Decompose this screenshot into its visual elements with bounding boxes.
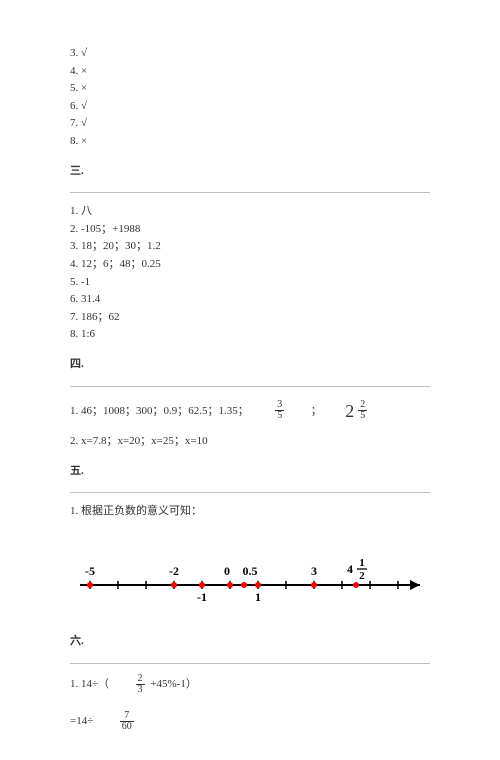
- mixed-number: 2 2 5: [345, 397, 370, 426]
- text: 1. 14÷（: [70, 678, 109, 690]
- tf-item: 4. ×: [70, 63, 430, 81]
- tf-item: 5. ×: [70, 80, 430, 98]
- answer-line: 1. 八: [70, 203, 430, 221]
- fraction: 3 5: [275, 400, 284, 421]
- tf-item: 3. √: [70, 45, 430, 63]
- svg-text:-2: -2: [169, 564, 179, 578]
- section-5-heading: 五.: [70, 463, 430, 483]
- number-line-figure: -5-200.53412-11: [70, 539, 430, 619]
- answer-line: 4. 12；6；48；0.25: [70, 256, 430, 274]
- answer-line: 5. -1: [70, 274, 430, 292]
- answer-line: 3. 18；20；30；1.2: [70, 238, 430, 256]
- whole-part: 2: [345, 397, 354, 426]
- answer-line: 7. 186；62: [70, 309, 430, 327]
- number-line-svg: -5-200.53412-11: [70, 539, 430, 619]
- divider: [70, 386, 430, 387]
- svg-text:1: 1: [359, 557, 365, 569]
- numerator: 3: [275, 400, 284, 410]
- svg-text:4: 4: [347, 562, 353, 576]
- denominator: 5: [358, 410, 367, 421]
- divider: [70, 492, 430, 493]
- answer-line: 2. x=7.8；x=20；x=25；x=10: [70, 433, 430, 451]
- answer-line: 2. -105；+1988: [70, 221, 430, 239]
- answer-line: 6. 31.4: [70, 291, 430, 309]
- answer-line: 1. 根据正负数的意义可知：: [70, 503, 430, 521]
- numerator: 7: [120, 711, 134, 721]
- section-6-heading: 六.: [70, 633, 430, 653]
- denominator: 5: [275, 410, 284, 421]
- answer-line: 1. 46；1008；300；0.9；62.5；1.35； 3 5 ； 2 2 …: [70, 397, 430, 426]
- fraction: 2 3: [136, 674, 145, 695]
- tf-item: 8. ×: [70, 133, 430, 151]
- denominator: 3: [136, 684, 145, 695]
- fraction: 7 60: [120, 711, 134, 732]
- svg-text:2: 2: [359, 570, 365, 582]
- numerator: 2: [358, 400, 367, 410]
- divider: [70, 192, 430, 193]
- svg-text:-5: -5: [85, 564, 95, 578]
- svg-text:0: 0: [224, 564, 230, 578]
- numerator: 2: [136, 674, 145, 684]
- equation-line: 1. 14÷（ 2 3 +45%-1）: [70, 674, 430, 695]
- equation-line: =14÷ 7 60: [70, 711, 430, 732]
- section-4-heading: 四.: [70, 356, 430, 376]
- svg-text:-1: -1: [197, 590, 207, 604]
- text: +45%-1）: [150, 678, 197, 690]
- divider: [70, 663, 430, 664]
- tf-item: 7. √: [70, 115, 430, 133]
- text: ；: [311, 404, 322, 416]
- svg-text:0.5: 0.5: [243, 564, 258, 578]
- svg-text:3: 3: [311, 564, 317, 578]
- svg-text:1: 1: [255, 590, 261, 604]
- text: 1. 46；1008；300；0.9；62.5；1.35；: [70, 404, 249, 416]
- denominator: 60: [120, 721, 134, 732]
- tf-item: 6. √: [70, 98, 430, 116]
- answer-line: 8. 1:6: [70, 326, 430, 344]
- text: =14÷: [70, 715, 93, 727]
- section-3-heading: 三.: [70, 163, 430, 183]
